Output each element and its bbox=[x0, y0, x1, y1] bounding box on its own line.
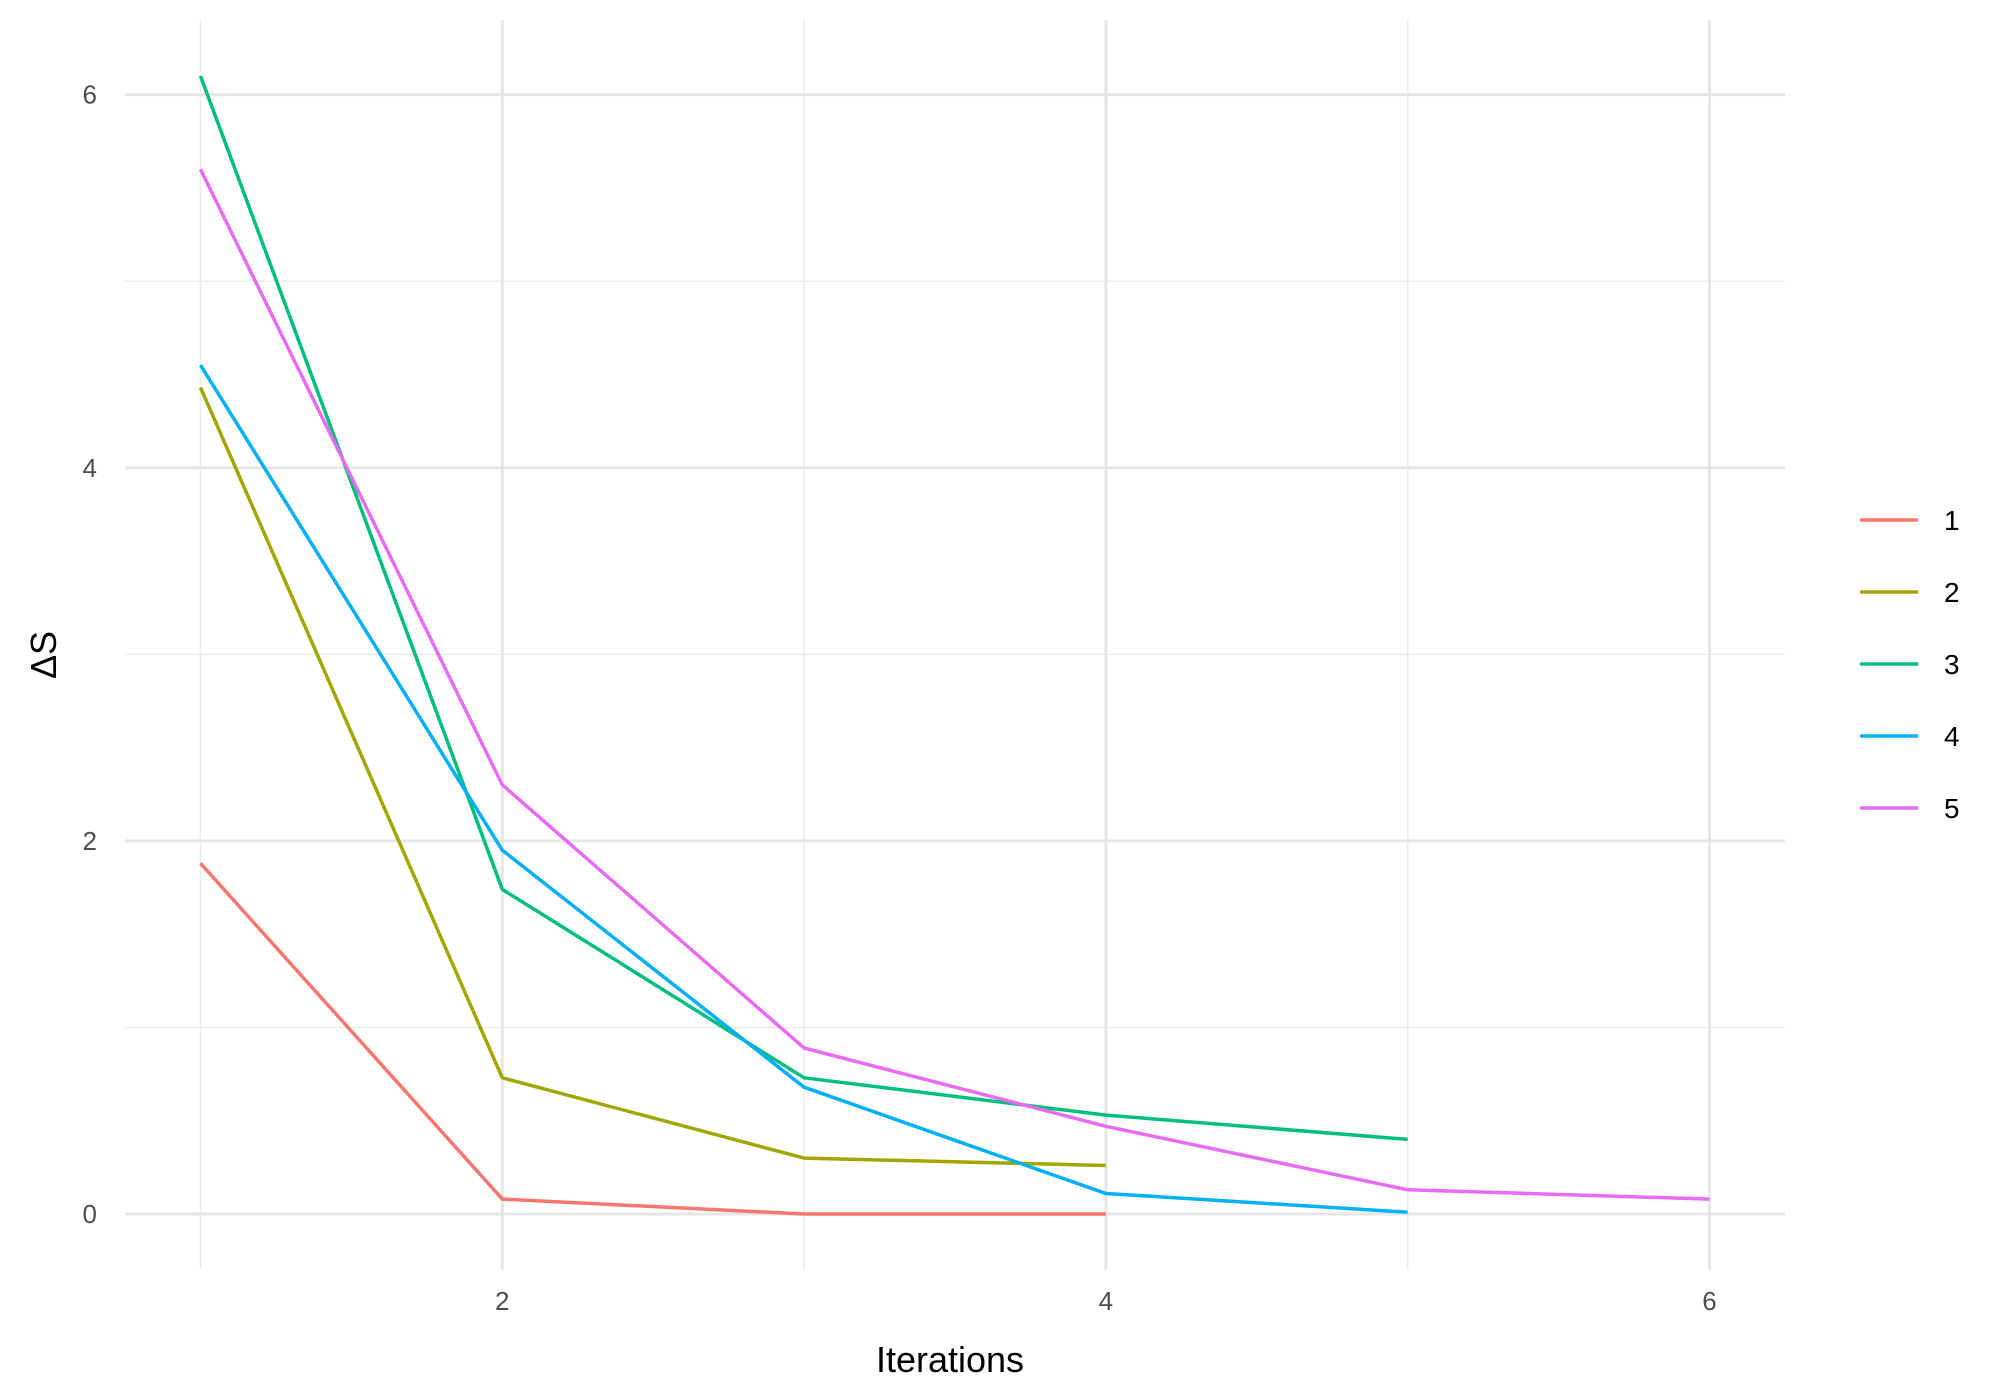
legend-item-4: 4 bbox=[1860, 721, 1960, 752]
legend-item-2: 2 bbox=[1860, 577, 1960, 608]
legend-label-1: 1 bbox=[1944, 505, 1960, 536]
x-tick-label: 2 bbox=[495, 1286, 509, 1316]
series-line-2 bbox=[198, 386, 1106, 1168]
y-axis-tick-labels: 0 2 4 6 bbox=[83, 80, 97, 1229]
legend-item-5: 5 bbox=[1860, 793, 1960, 824]
minor-gridlines bbox=[125, 20, 1785, 1270]
y-tick-label: 0 bbox=[83, 1199, 97, 1229]
y-tick-label: 4 bbox=[83, 453, 97, 483]
legend-label-4: 4 bbox=[1944, 721, 1960, 752]
legend: 1 2 3 4 5 bbox=[1860, 505, 1960, 824]
series-line-4 bbox=[199, 364, 1408, 1214]
x-tick-label: 6 bbox=[1702, 1286, 1716, 1316]
legend-item-1: 1 bbox=[1860, 505, 1960, 536]
legend-label-5: 5 bbox=[1944, 793, 1960, 824]
y-tick-label: 2 bbox=[83, 826, 97, 856]
major-gridlines bbox=[125, 20, 1785, 1270]
series-lines bbox=[198, 75, 1710, 1216]
x-axis-tick-labels: 2 4 6 bbox=[495, 1286, 1717, 1316]
series-line-1 bbox=[199, 862, 1106, 1216]
legend-label-3: 3 bbox=[1944, 649, 1960, 680]
x-tick-label: 4 bbox=[1099, 1286, 1113, 1316]
legend-item-3: 3 bbox=[1860, 649, 1960, 680]
series-line-5 bbox=[198, 168, 1710, 1201]
series-line-3 bbox=[198, 75, 1408, 1142]
x-axis-title: Iterations bbox=[876, 1339, 1024, 1380]
legend-label-2: 2 bbox=[1944, 577, 1960, 608]
y-axis-title: ΔS bbox=[23, 631, 64, 679]
y-tick-label: 6 bbox=[83, 80, 97, 110]
